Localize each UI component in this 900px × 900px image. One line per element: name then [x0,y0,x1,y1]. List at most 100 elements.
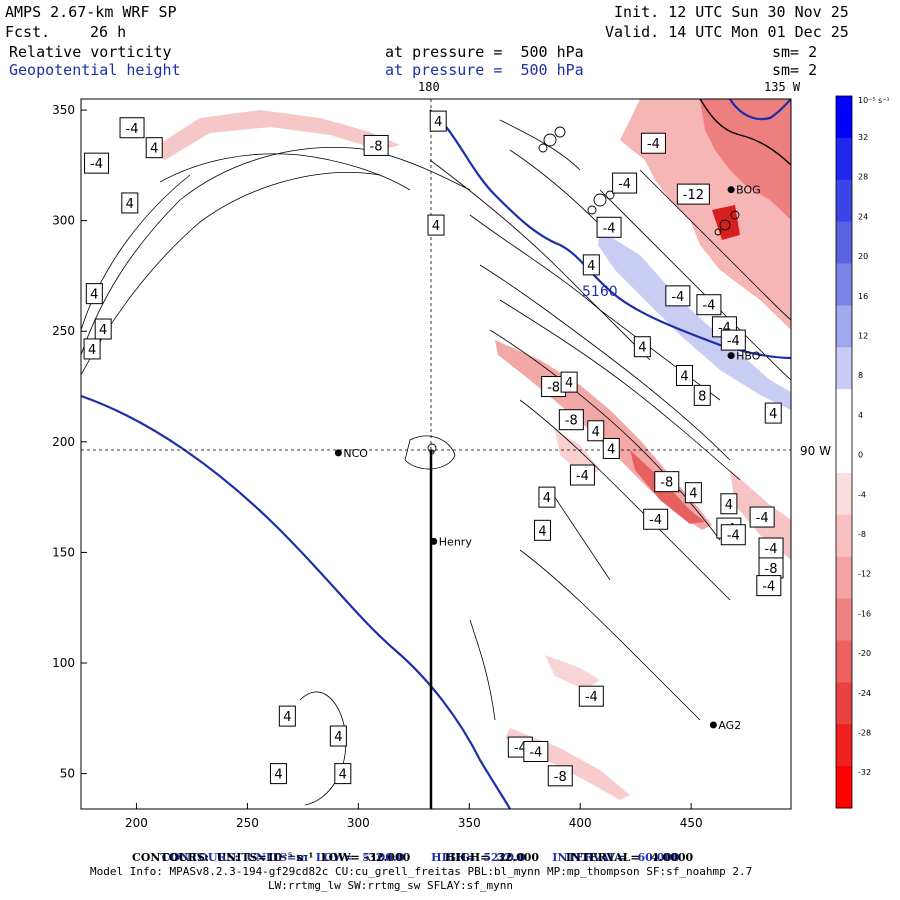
contour-label-text: 8 [698,389,706,404]
colorbar-label: -24 [858,689,871,698]
contour-label-box [547,765,573,787]
contour-label-box [94,318,112,340]
contour-label-text: 4 [725,498,733,513]
contour-label: 4 [764,402,782,424]
contour-label: 4 [269,763,287,785]
contour-label: -8 [363,134,389,156]
height-contour-label: 5160 [582,284,618,300]
contour-label-text: -4 [576,469,589,484]
y-tick-label: 150 [52,545,75,559]
contour-label: 4 [676,364,693,386]
contour-label: -4 [578,685,604,707]
contour-label-text: 4 [88,343,96,358]
station-label: BOG [736,184,761,197]
x-tick-label: 300 [347,816,370,830]
contour-label-text: 4 [538,524,546,539]
contour-label: -4 [640,132,666,154]
station-dot [430,537,438,545]
contour-label: 4 [83,338,101,360]
colorbar-label: -16 [858,609,871,618]
contour-label: 4 [85,283,103,305]
colorbar-cell [836,389,852,432]
contour-label: 4 [720,493,738,515]
x-tick-label: 400 [569,816,592,830]
contour-label: -4 [758,537,784,559]
contour-label-box [538,486,556,508]
contour-label-box [596,216,622,238]
footer-low: LOW= 5100.0 [315,851,405,864]
colorbar-cell [836,347,852,390]
contour-label-text: 4 [607,442,615,457]
contour-label-text: -4 [671,290,684,305]
neg-vort-spot [712,205,740,240]
contour-label-text: -4 [603,221,616,236]
contour-label-text: 4 [543,491,551,506]
contour-label: -4 [749,506,775,528]
x-axis: 200 250 300 350 400 450 [125,803,703,830]
contour-label-box [720,524,746,546]
contour-label-box [587,420,605,442]
colorbar-label: -12 [858,570,871,579]
contour-label: -4 [119,117,145,139]
colorbar-label: 4 [858,411,863,420]
colorbar-label: 12 [858,332,868,341]
contour-label-box [676,183,710,205]
colorbar-cell [836,556,852,600]
contour-label-text: 4 [769,407,777,422]
contour-label: -4 [84,152,110,174]
colorbar: 10⁻⁵ s⁻¹ 32 28 24 20 16 12 8 4 0 -4 -8 -12 -16 -20 -24… [835,95,890,809]
contour-label-text: -4 [90,157,103,172]
station-label: HBO [736,350,761,363]
field2-smoothing: sm= 2 [772,61,818,79]
field1-level: at pressure = 500 hPa [385,43,584,61]
x-tick-label: 250 [236,816,259,830]
contour-label: -4 [756,575,782,597]
contour-label: 4 [334,763,352,785]
contour-label-text: -4 [727,529,740,544]
x-tick-label: 350 [458,816,481,830]
contour-label: 4 [429,110,447,132]
x-tick-label: 450 [680,816,703,830]
contour-label-box [429,110,447,132]
contour-label: -4 [720,524,746,546]
colorbar-cell [836,598,852,641]
colorbar-label: -20 [858,649,871,658]
contour-label-text: 4 [680,369,688,384]
contour-label: -8 [558,409,584,431]
contour-label-text: -4 [727,334,740,349]
contour-label: 4 [145,137,163,159]
contour-label-text: -4 [529,745,542,760]
stations: NCO Henry AG2 BOG HBO [334,184,761,732]
contour-label: 4 [602,437,620,459]
contour-label: -4 [696,294,722,316]
height-contour-black-ne [699,99,791,166]
y-tick-label: 200 [52,435,75,449]
contour-label-box [329,725,347,747]
station-bog: BOG [727,184,761,197]
station-nco: NCO [334,447,368,460]
contour-label-box [676,364,693,386]
contour-label-box [749,506,775,528]
colorbar-cell [836,724,852,767]
contour-label: 4 [633,336,651,358]
contour-label: -4 [665,285,691,307]
neg-vort-core-ne [700,99,791,220]
station-dot [727,186,735,194]
contour-label: -4 [612,172,638,194]
contour-label-box [720,329,746,351]
contour-label: -4 [523,740,549,762]
contour-label-box [85,283,103,305]
contour-label-box [363,134,389,156]
contour-label: -4 [720,329,746,351]
contour-label: -4 [643,508,669,530]
contour-label: 4 [94,318,112,340]
field1-smoothing: sm= 2 [772,43,818,61]
contour-label-text: -8 [370,139,383,154]
contour-label-box [756,575,782,597]
contour-label-text: -12 [683,188,704,203]
colorbar-cell [836,431,852,474]
contour-label-text: -4 [765,542,778,557]
colorbar-cell [836,514,852,558]
